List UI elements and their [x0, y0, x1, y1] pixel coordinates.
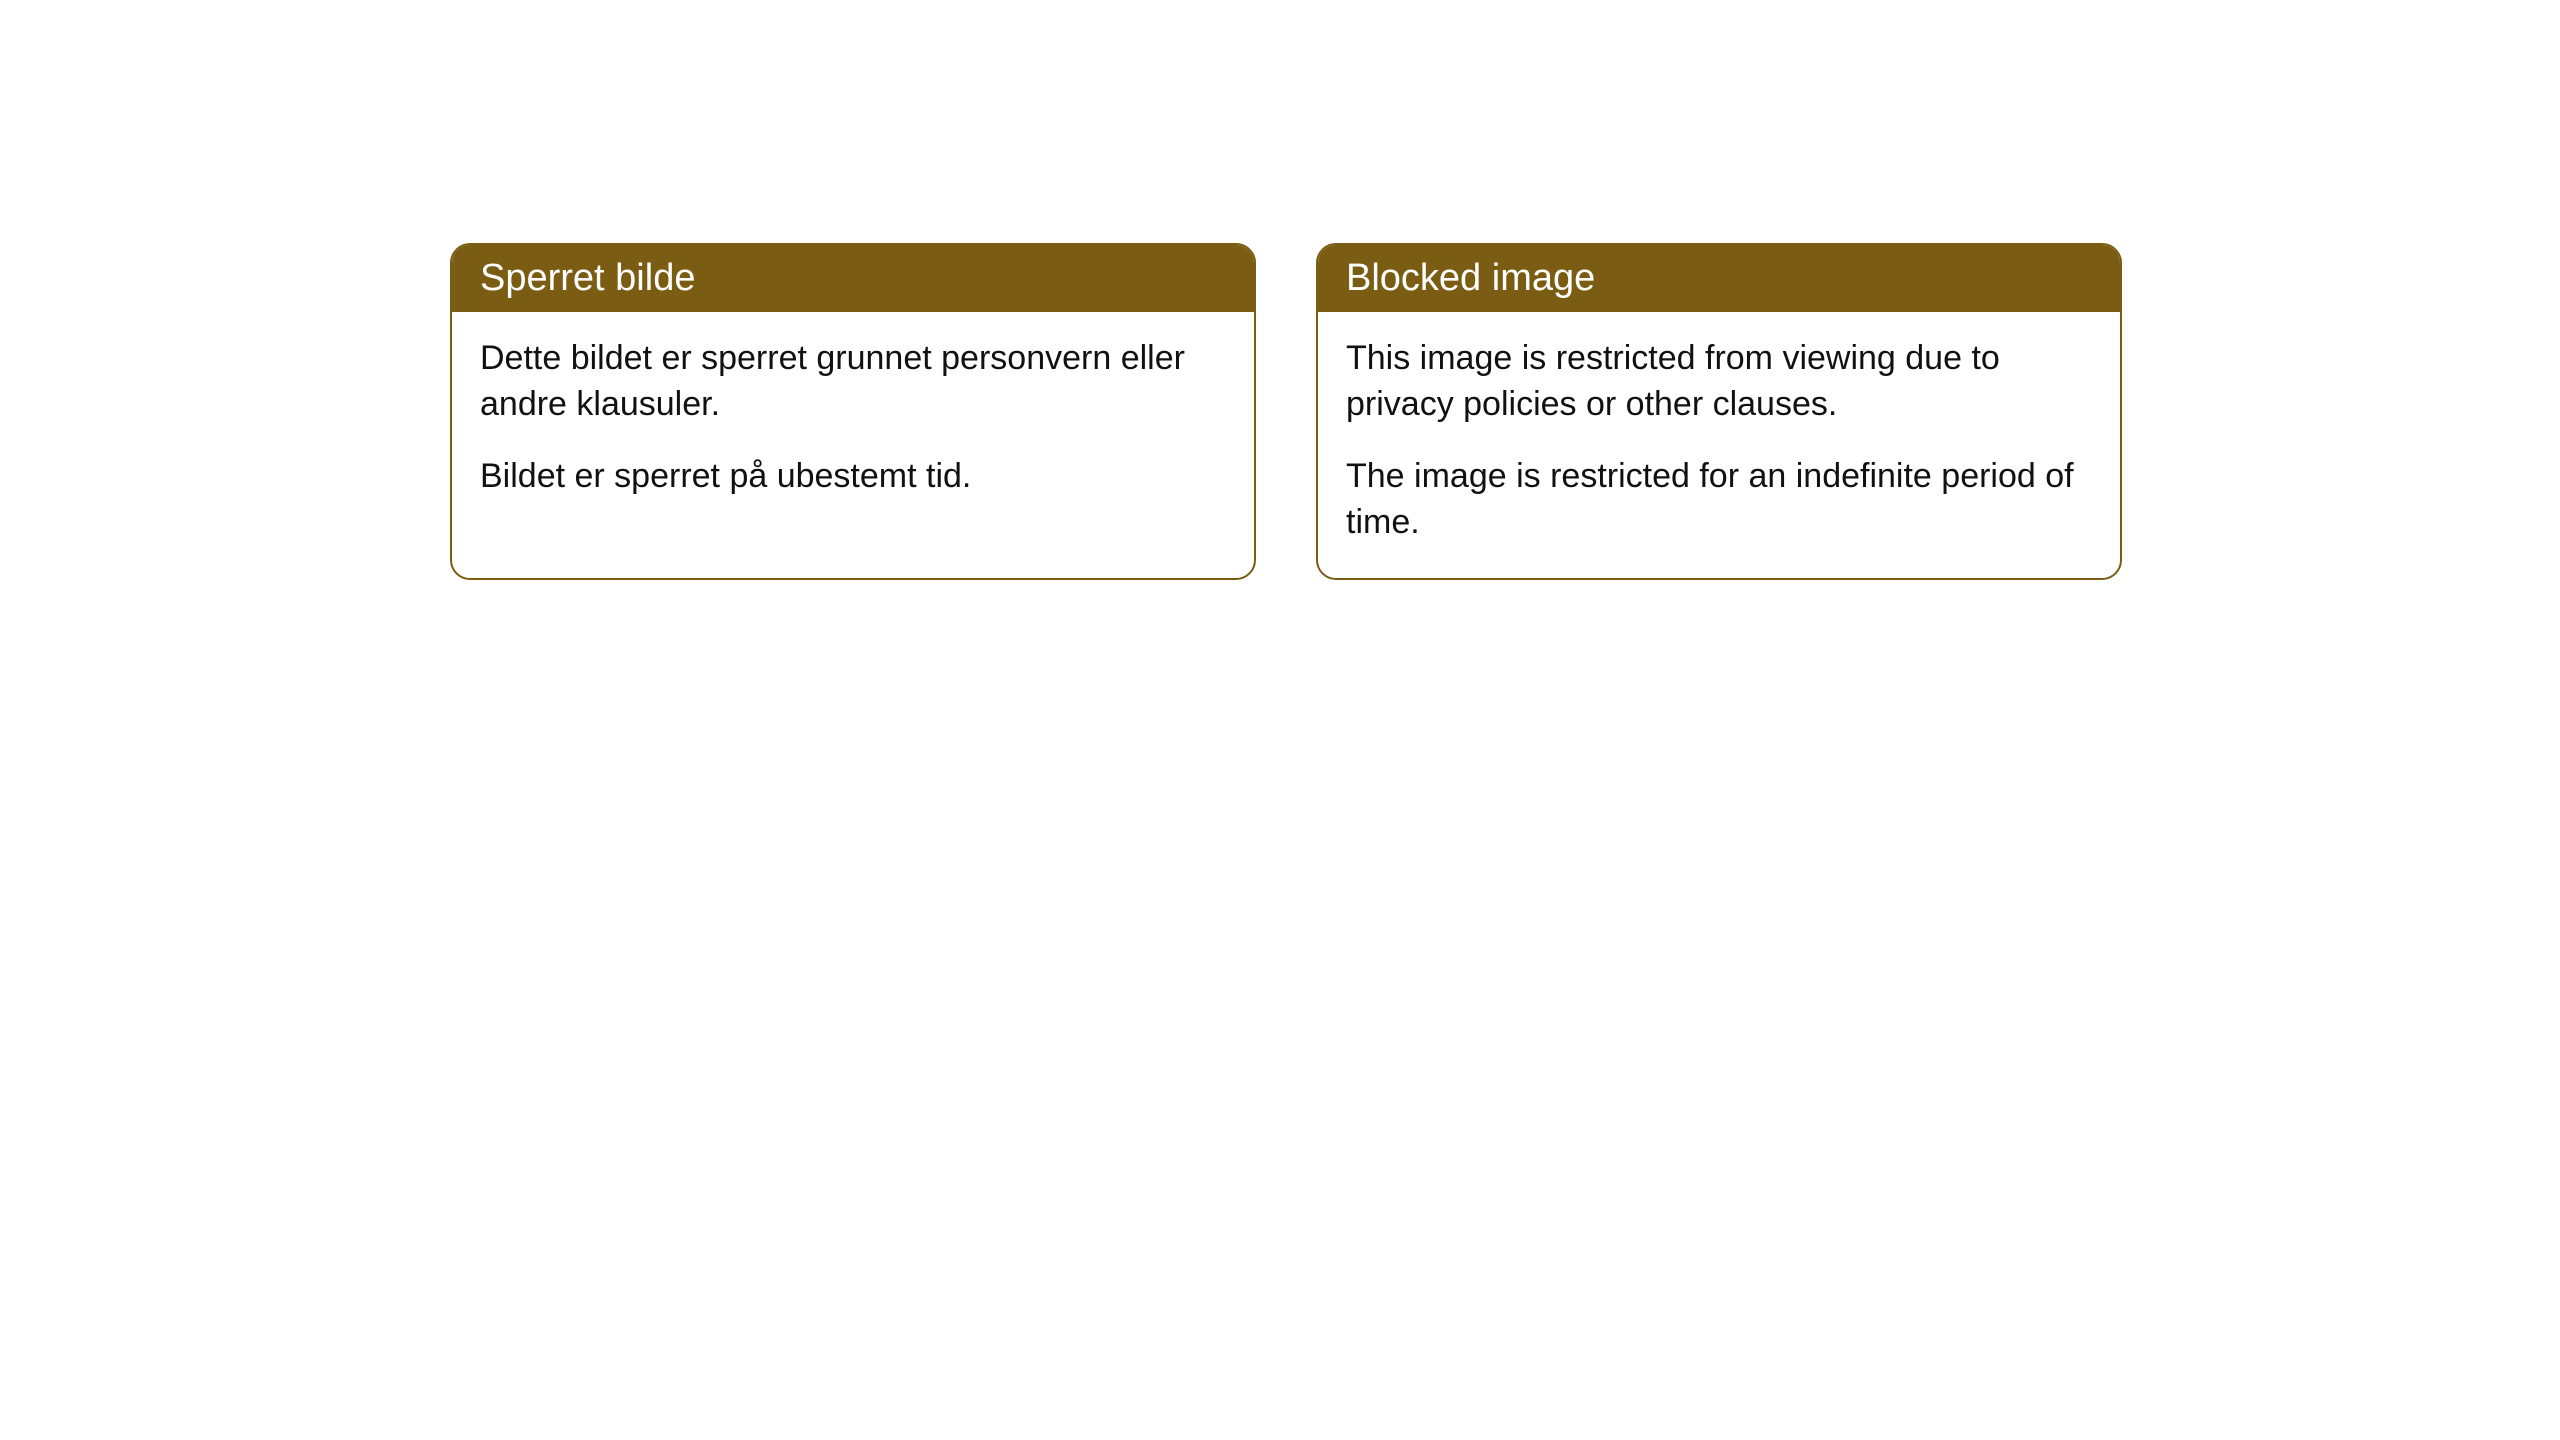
card-paragraph-1-no: Dette bildet er sperret grunnet personve…	[480, 336, 1226, 428]
blocked-image-card-no: Sperret bilde Dette bildet er sperret gr…	[450, 243, 1256, 580]
card-header-en: Blocked image	[1318, 245, 2120, 312]
blocked-image-card-en: Blocked image This image is restricted f…	[1316, 243, 2122, 580]
card-paragraph-2-no: Bildet er sperret på ubestemt tid.	[480, 454, 1226, 500]
card-header-no: Sperret bilde	[452, 245, 1254, 312]
card-body-no: Dette bildet er sperret grunnet personve…	[452, 312, 1254, 532]
notice-cards-container: Sperret bilde Dette bildet er sperret gr…	[450, 243, 2122, 580]
card-paragraph-1-en: This image is restricted from viewing du…	[1346, 336, 2092, 428]
card-paragraph-2-en: The image is restricted for an indefinit…	[1346, 454, 2092, 546]
card-body-en: This image is restricted from viewing du…	[1318, 312, 2120, 578]
